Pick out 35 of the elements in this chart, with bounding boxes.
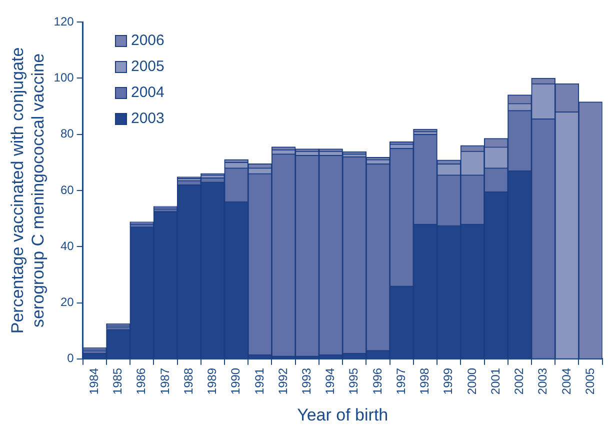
y-tick-label: 40 [60,238,74,253]
x-tick-label: 2004 [559,368,574,395]
x-tick-label: 1985 [110,368,125,395]
x-tick-label: 2002 [512,368,526,395]
x-axis-title: Year of birth [297,405,388,424]
legend-label: 2004 [131,84,164,101]
x-tick-label: 2000 [464,368,479,395]
x-tick-label: 1996 [370,368,384,395]
x-tick-label: 1987 [158,368,172,395]
x-tick-label: 1992 [276,368,290,395]
x-tick-label: 1986 [134,368,148,395]
y-tick-label: 0 [67,351,74,366]
x-tick-label: 1984 [86,368,101,395]
x-tick-label: 1999 [441,368,456,395]
y-tick-label: 80 [60,126,74,141]
x-tick-label: 1990 [228,368,243,395]
x-tick-label: 1994 [323,368,338,395]
y-tick-label: 120 [54,14,74,28]
x-tick-label: 2001 [488,368,502,395]
y-axis-title: Percentage vaccinated with conjugate serogroup C meningococcal vaccine [8,47,48,334]
x-tick-label: 1997 [394,368,408,395]
legend-label: 2005 [131,58,164,75]
x-tick-label: 2005 [582,368,597,395]
y-tick-label: 100 [54,70,74,84]
x-tick-label: 1998 [418,368,432,395]
x-tick-label: 2003 [536,368,550,395]
y-tick-label: 20 [60,295,74,310]
x-tick-label: 1988 [181,368,196,395]
legend-label: 2006 [131,32,164,49]
y-tick-label: 60 [60,182,74,197]
x-tick-label: 1995 [346,368,361,395]
x-tick-label: 1991 [252,368,266,395]
x-tick-label: 1993 [299,368,314,395]
x-tick-label: 1989 [205,368,220,395]
legend-label: 2003 [131,110,164,127]
